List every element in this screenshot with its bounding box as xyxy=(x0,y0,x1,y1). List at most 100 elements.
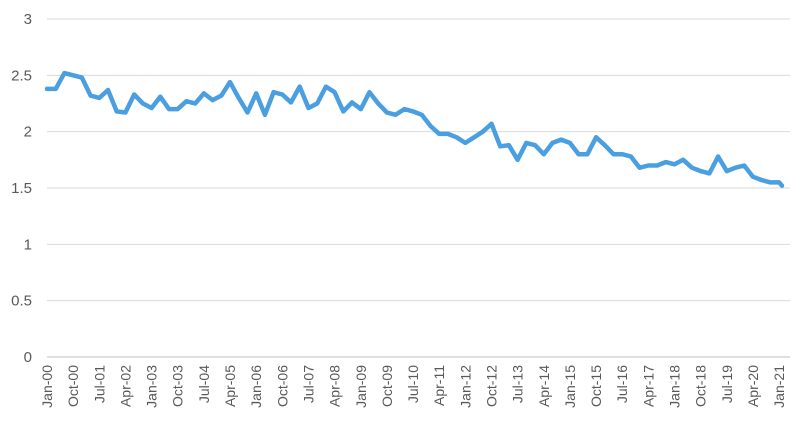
x-tick-label: Jul-07 xyxy=(300,365,316,403)
x-tick-label: Jan-12 xyxy=(457,365,473,408)
data-point xyxy=(88,93,93,98)
data-point xyxy=(733,165,738,170)
data-point xyxy=(777,180,782,185)
data-point xyxy=(71,73,76,78)
data-point xyxy=(780,183,784,188)
data-point xyxy=(724,169,729,174)
x-tick-label: Oct-03 xyxy=(170,365,186,407)
data-point xyxy=(62,71,67,76)
data-point xyxy=(201,91,206,96)
x-tick-label: Oct-00 xyxy=(65,365,81,407)
data-point xyxy=(428,124,433,129)
data-point xyxy=(210,98,215,103)
data-point xyxy=(297,84,302,89)
data-point xyxy=(193,101,198,106)
x-tick-label: Oct-18 xyxy=(693,365,709,407)
data-point xyxy=(445,131,450,136)
x-tick-label: Jul-19 xyxy=(719,365,735,403)
data-point xyxy=(332,90,337,95)
data-point xyxy=(759,178,764,183)
x-tick-label: Jul-04 xyxy=(196,365,212,403)
data-point xyxy=(306,106,311,111)
y-axis-tick-labels: 0 0.5 1 1.5 2 2.5 3 xyxy=(11,11,32,366)
data-point xyxy=(533,143,538,148)
x-tick-label: Oct-15 xyxy=(588,365,604,407)
data-point xyxy=(750,174,755,179)
data-point xyxy=(594,135,599,140)
data-point xyxy=(611,152,616,157)
data-point xyxy=(280,92,285,97)
x-tick-label: Apr-11 xyxy=(431,365,447,406)
data-point xyxy=(742,163,747,168)
data-point xyxy=(350,100,355,105)
y-tick-label: 1.5 xyxy=(11,180,32,197)
data-point xyxy=(219,93,224,98)
gridlines xyxy=(47,18,790,302)
data-point xyxy=(158,94,163,99)
data-point xyxy=(576,152,581,157)
data-point xyxy=(149,106,154,111)
x-tick-label: Jan-03 xyxy=(144,365,160,408)
data-point xyxy=(323,84,328,89)
data-point xyxy=(411,109,416,114)
data-point xyxy=(97,95,102,100)
x-tick-label: Jan-09 xyxy=(353,365,369,408)
data-point xyxy=(106,87,111,92)
x-tick-label: Jul-16 xyxy=(614,365,630,403)
data-point xyxy=(167,107,172,112)
data-point xyxy=(45,86,49,91)
data-point xyxy=(175,107,180,112)
data-point xyxy=(689,165,694,170)
x-tick-label: Oct-12 xyxy=(483,365,499,407)
data-point xyxy=(79,75,84,80)
x-tick-label: Apr-02 xyxy=(117,365,133,407)
x-tick-label: Apr-05 xyxy=(222,365,238,407)
data-point xyxy=(716,154,721,159)
data-point xyxy=(585,152,590,157)
data-point xyxy=(541,152,546,157)
y-tick-label: 2.5 xyxy=(11,67,32,84)
data-point xyxy=(123,110,128,115)
data-point xyxy=(367,90,372,95)
data-point xyxy=(515,157,520,162)
x-tick-label: Apr-08 xyxy=(327,365,343,407)
data-point xyxy=(707,171,712,176)
data-point xyxy=(384,110,389,115)
data-point xyxy=(419,112,424,117)
data-point xyxy=(524,140,529,145)
x-tick-label: Oct-09 xyxy=(379,365,395,407)
data-point xyxy=(184,99,189,104)
x-tick-label: Jul-13 xyxy=(510,365,526,403)
data-point xyxy=(681,157,686,162)
series-line xyxy=(44,70,785,188)
data-point xyxy=(489,121,494,126)
y-tick-label: 2 xyxy=(24,124,32,141)
x-tick-label: Apr-14 xyxy=(536,365,552,407)
x-tick-label: Oct-06 xyxy=(274,365,290,407)
data-point xyxy=(254,91,259,96)
data-point xyxy=(637,165,642,170)
data-point xyxy=(602,143,607,148)
data-point xyxy=(620,152,625,157)
x-tick-label: Jan-00 xyxy=(39,365,55,408)
data-point xyxy=(567,140,572,145)
data-point xyxy=(53,86,58,91)
data-point xyxy=(228,80,233,85)
data-point xyxy=(402,107,407,112)
data-point xyxy=(506,143,511,148)
data-point xyxy=(289,100,294,105)
data-point xyxy=(140,101,145,106)
x-tick-label: Jul-10 xyxy=(405,365,421,403)
data-point xyxy=(559,137,564,142)
data-point xyxy=(663,160,668,165)
x-tick-label: Jan-15 xyxy=(562,365,578,408)
y-tick-label: 1 xyxy=(24,236,32,253)
data-point xyxy=(236,95,241,100)
y-tick-label: 3 xyxy=(24,11,32,28)
series-layer xyxy=(44,70,785,188)
data-point xyxy=(768,180,773,185)
data-point xyxy=(454,135,459,140)
x-tick-label: Jul-01 xyxy=(91,365,107,403)
data-point xyxy=(358,107,363,112)
data-point xyxy=(698,169,703,174)
